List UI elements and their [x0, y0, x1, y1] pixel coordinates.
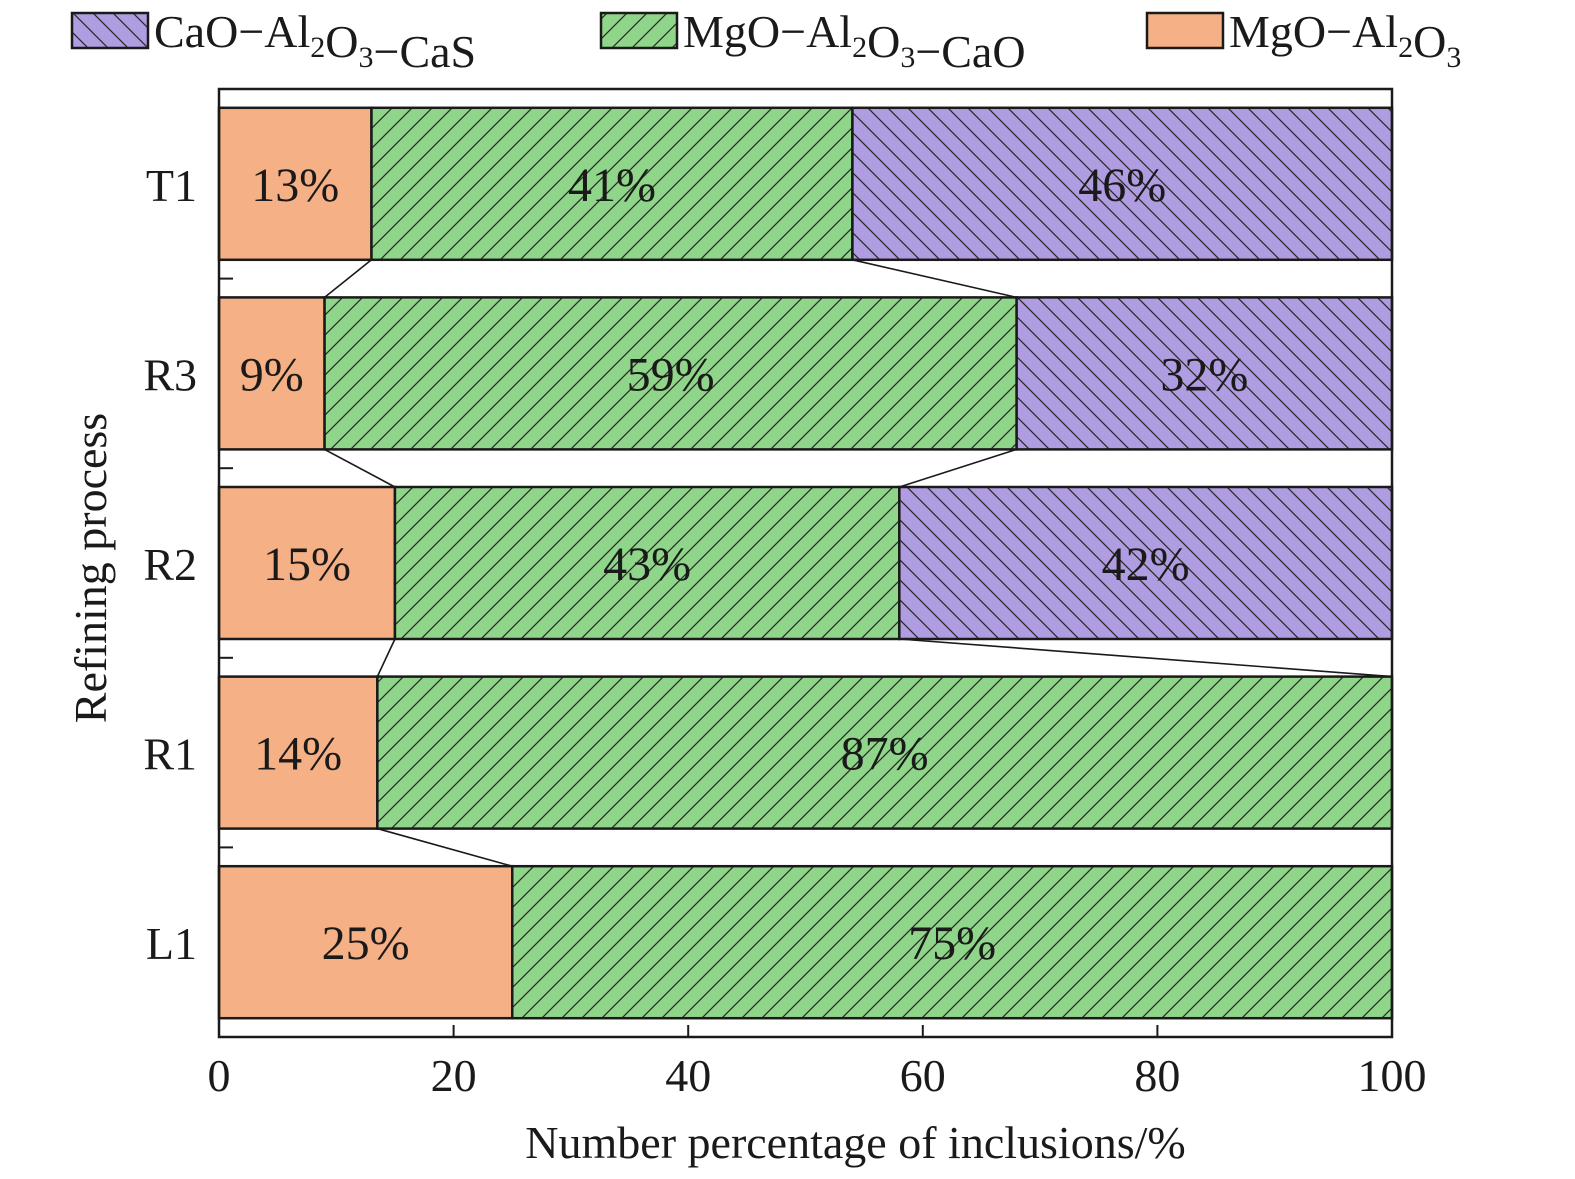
- data-label-R2-series-0: 15%: [263, 538, 351, 591]
- y-tick-label-R3: R3: [143, 349, 197, 400]
- data-label-R3-series-0: 9%: [240, 348, 304, 401]
- legend-label-1: MgO−Al2O3−CaO: [683, 6, 1026, 77]
- x-axis-label: Number percentage of inclusions/%: [525, 1117, 1185, 1168]
- x-tick-label-80: 80: [1134, 1050, 1180, 1101]
- data-label-T1-series-1: 41%: [568, 159, 656, 212]
- legend-swatch-1: [599, 11, 679, 50]
- axes: 0 20 40 60 80 100 L1 R1 R2 R3 T1: [143, 87, 1427, 1101]
- y-tick-label-L1: L1: [146, 918, 197, 969]
- y-axis-label: Refining process: [65, 413, 116, 723]
- bar-T1-series-2: [851, 106, 1394, 262]
- data-label-R1-series-0: 14%: [254, 728, 342, 781]
- bar-T1-series-0: [217, 106, 373, 262]
- legend: CaO−Al2O3−CaS MgO−Al2O3−CaO MgO−Al2O3: [70, 6, 1461, 77]
- connector-R2-R3-1: [899, 448, 1017, 488]
- bar-T1-series-1: [370, 106, 854, 262]
- x-tick-label-20: 20: [431, 1050, 477, 1101]
- bar-R2-series-0: [217, 485, 397, 641]
- connector-R3-T1-1: [852, 259, 1017, 299]
- plot-frame: [217, 87, 1394, 1039]
- bars: [217, 106, 1394, 1020]
- data-labels: 25% 75% 14% 87% 15% 43% 42% 9% 59% 32% 13% 41% 46%: [240, 159, 1249, 970]
- y-tick-label-R1: R1: [143, 729, 197, 780]
- data-label-L1-series-0: 25%: [322, 917, 410, 970]
- data-label-T1-series-2: 46%: [1078, 159, 1166, 212]
- data-label-R2-series-2: 42%: [1102, 538, 1190, 591]
- connector-R3-T1-0: [324, 259, 372, 299]
- legend-label-2: CaO−Al2O3−CaS: [154, 6, 476, 77]
- legend-swatch-0: [1145, 11, 1225, 50]
- bar-R2-series-1: [393, 485, 901, 641]
- data-label-L1-series-1: 75%: [908, 917, 996, 970]
- data-label-R3-series-2: 32%: [1160, 348, 1248, 401]
- bar-R1-series-0: [217, 675, 379, 830]
- y-tick-label-T1: T1: [146, 160, 197, 211]
- legend-label-0: MgO−Al2O3: [1229, 6, 1461, 74]
- bar-R3-series-1: [323, 296, 1018, 451]
- bar-L1-series-1: [511, 864, 1394, 1020]
- x-tick-label-100: 100: [1358, 1050, 1427, 1101]
- data-label-R3-series-1: 59%: [627, 348, 715, 401]
- bar-R1-series-1: [376, 675, 1394, 830]
- x-tick-label-0: 0: [208, 1050, 231, 1101]
- connector-R2-R3-0: [324, 448, 396, 488]
- data-label-R1-series-1: 87%: [841, 728, 929, 781]
- connector-R1-R2-0: [376, 638, 396, 677]
- connector-lines: [324, 259, 1393, 867]
- data-label-R2-series-1: 43%: [603, 538, 691, 591]
- data-label-T1-series-0: 13%: [251, 159, 339, 212]
- x-tick-label-60: 60: [900, 1050, 946, 1101]
- connector-R1-R2-1: [899, 638, 1393, 678]
- y-tick-label-R2: R2: [143, 539, 197, 590]
- connector-L1-R1-0: [377, 827, 513, 867]
- x-tick-label-40: 40: [665, 1050, 711, 1101]
- legend-swatch-2: [70, 11, 150, 50]
